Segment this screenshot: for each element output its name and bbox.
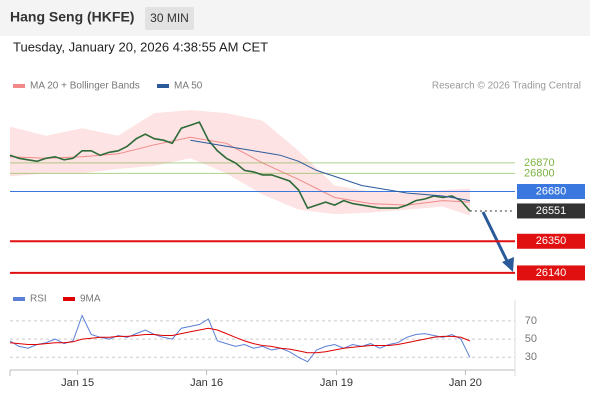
- timeframe-badge: [145, 7, 194, 30]
- legend-label: RSI: [30, 294, 47, 305]
- level-box: [517, 233, 585, 249]
- y-tick-label: 50: [525, 333, 537, 345]
- timeframe: 30 MIN: [150, 11, 189, 25]
- legend-swatch: [63, 297, 75, 301]
- arrow-head: [502, 257, 514, 272]
- level-box: [517, 203, 585, 219]
- level-label: 26680: [536, 185, 567, 197]
- level-label: 26350: [536, 235, 567, 247]
- series-line: [9, 121, 471, 212]
- credit: Research © 2026 Trading Central: [432, 81, 581, 92]
- level-box: [517, 184, 585, 200]
- arrow: [481, 211, 510, 264]
- level-label: 26870: [524, 157, 555, 169]
- title: Hang Seng (HKFE): [10, 9, 134, 25]
- level-box: [517, 265, 585, 281]
- x-tick-label: Jan 19: [320, 377, 353, 389]
- legend-label: 9MA: [80, 294, 101, 305]
- x-tick-label: Jan 16: [190, 377, 223, 389]
- x-tick-label: Jan 15: [61, 377, 94, 389]
- header-bar: [0, 0, 590, 36]
- level-label: 26140: [536, 267, 567, 279]
- legend-label: MA 50: [174, 81, 203, 92]
- legend-swatch: [13, 84, 25, 88]
- y-tick-label: 30: [525, 351, 537, 363]
- x-tick-label: Jan 20: [449, 377, 482, 389]
- series-line: [9, 327, 471, 354]
- legend-label: MA 20 + Bollinger Bands: [30, 81, 140, 92]
- legend-swatch: [13, 297, 25, 301]
- ma20-line: [9, 136, 470, 206]
- legend-swatch: [157, 84, 169, 88]
- timestamp: Tuesday, January 20, 2026 4:38:55 AM CET: [13, 39, 268, 54]
- y-tick-label: 70: [525, 315, 537, 327]
- level-label: 26800: [524, 167, 555, 179]
- series-line: [9, 314, 471, 363]
- level-label: 26551: [536, 205, 567, 217]
- series-line: [190, 139, 470, 202]
